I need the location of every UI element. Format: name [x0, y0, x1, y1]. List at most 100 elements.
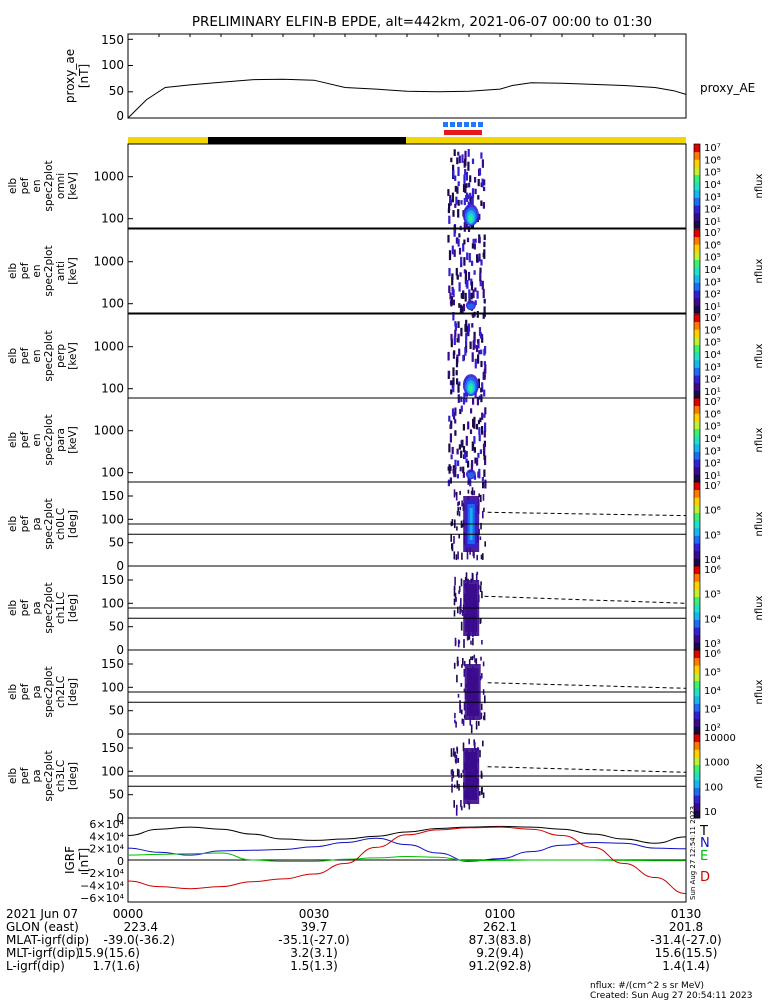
spectrogram-cell	[457, 238, 460, 247]
spectrogram-cell	[479, 279, 482, 287]
spectrogram-cell	[456, 526, 458, 531]
xrow-label-mlt: MLT-igrf(dip)	[6, 946, 80, 960]
spectrogram-cell	[458, 585, 461, 592]
colorbar-tick: 10⁷	[704, 481, 721, 492]
panel-ylabel: spec2plot	[43, 498, 55, 549]
panel-ylabel: spec2plot	[43, 414, 55, 465]
colorbar-tick: 10⁵	[704, 530, 721, 541]
spectrogram-cell	[472, 340, 475, 350]
igrf-legend-N: N	[700, 836, 710, 851]
ae-legend: proxy_AE	[700, 81, 755, 95]
spectrogram-cell	[453, 610, 456, 617]
panel-ylabel: spec2plot	[43, 160, 55, 211]
panel-ylabel: spec2plot	[43, 666, 55, 717]
panel-ylabel: [keV]	[67, 172, 79, 200]
colorbar-tick: 10⁶	[704, 325, 721, 336]
spectrogram-cell	[453, 598, 456, 606]
panel-y-tick: 100	[101, 596, 124, 610]
spectrogram-cell	[450, 338, 453, 348]
spectrogram-cell	[484, 407, 487, 415]
colorbar-swatch	[694, 550, 700, 559]
spectrogram-cell	[451, 770, 454, 776]
spectrogram-cell	[467, 421, 470, 430]
spectrogram-cell	[483, 241, 486, 248]
colorbar-swatch	[694, 787, 700, 796]
colorbar-swatch	[694, 367, 700, 376]
panel-y-tick: 100	[101, 764, 124, 778]
spectrogram-cell	[451, 245, 454, 255]
colorbar-label: nflux	[754, 343, 765, 368]
colorbar-swatch	[694, 718, 700, 727]
spectrogram-cell	[483, 306, 486, 316]
colorbar-tick: 10⁵	[704, 668, 721, 679]
spectrogram-cell	[462, 243, 465, 252]
spectrogram-cell	[469, 479, 472, 487]
colorbar-swatch	[694, 436, 700, 445]
igrf-y-tick: 2×10⁴	[89, 843, 124, 856]
spectrogram-cell	[476, 554, 478, 561]
colorbar-tick: 10⁶	[704, 409, 721, 420]
spectrogram-cell	[450, 333, 453, 340]
colorbar-swatch	[694, 359, 700, 368]
colorbar-tick: 10⁶	[704, 649, 721, 660]
colorbar-swatch	[694, 390, 700, 399]
spectrogram-cell	[454, 175, 457, 181]
xrow-label-glon: GLON (east)	[6, 920, 79, 934]
spectrogram-cell	[449, 292, 452, 300]
colorbar: 10⁶ 10⁵ 10⁴ 10³ nflux	[693, 565, 765, 651]
spectrogram-cell	[465, 572, 468, 582]
colorbar-swatch	[694, 244, 700, 253]
spectrogram-cell	[476, 339, 480, 344]
spectrogram-cell	[454, 419, 457, 424]
panel-frame	[127, 228, 687, 314]
spectrogram-cell	[468, 738, 470, 745]
spectrogram-cell	[448, 268, 451, 277]
panel-frame	[127, 397, 687, 483]
colorbar-tick: 10⁶	[704, 240, 721, 251]
igrf-y-tick: 6×10⁴	[89, 818, 124, 831]
colorbar-swatch	[694, 650, 700, 659]
panel-ylabel: pa	[31, 601, 43, 614]
spectrogram-cell	[471, 243, 474, 249]
spectrogram-cell	[449, 433, 452, 443]
colorbar-swatch	[694, 428, 700, 437]
colorbar-swatch	[694, 764, 700, 773]
loss-cone-line	[487, 682, 687, 689]
colorbar-tick: 10⁷	[704, 397, 721, 408]
colorbar-label: nflux	[754, 763, 765, 788]
panel-ylabel: en	[31, 179, 43, 192]
colorbar-swatch	[694, 297, 700, 306]
spectrogram-cell	[467, 489, 470, 494]
panel-ylabel: pef	[19, 431, 31, 448]
spectrogram-cell	[452, 164, 455, 175]
spectrogram-cell	[462, 184, 466, 193]
spectrogram-cell	[456, 157, 459, 165]
colorbar-swatch	[694, 482, 700, 491]
x-cell: 262.1	[483, 920, 517, 934]
colorbar-swatch	[694, 795, 700, 804]
spectrogram-cell	[457, 333, 460, 343]
colorbar-tick: 10²	[704, 723, 721, 734]
spectrogram-cell	[469, 429, 473, 434]
spectrogram-cell	[458, 783, 460, 791]
panel-ylabel: spec2plot	[43, 245, 55, 296]
spectrogram-cell	[451, 408, 455, 417]
colorbar-tick: 10²	[704, 375, 721, 386]
spectrogram-cell	[478, 253, 481, 262]
xrow-label-date: 2021 Jun 07	[6, 907, 78, 921]
x-cell: 87.3(83.8)	[469, 933, 532, 947]
spectrogram-cell	[447, 234, 450, 243]
spectrogram-cell	[448, 464, 451, 474]
spectrogram-cell	[461, 718, 464, 724]
igrf-y-tick: 0	[117, 855, 124, 868]
status-bar-red	[444, 130, 482, 135]
panel-ylabel: elb	[7, 432, 19, 448]
spectrogram-cell	[474, 300, 477, 305]
colorbar-swatch	[694, 726, 700, 735]
spectrogram-cell	[459, 408, 462, 415]
spectrogram-cell	[480, 787, 483, 795]
colorbar-label: nflux	[754, 258, 765, 283]
spectrogram-cell	[447, 208, 450, 214]
spectrogram-cell	[449, 477, 452, 484]
